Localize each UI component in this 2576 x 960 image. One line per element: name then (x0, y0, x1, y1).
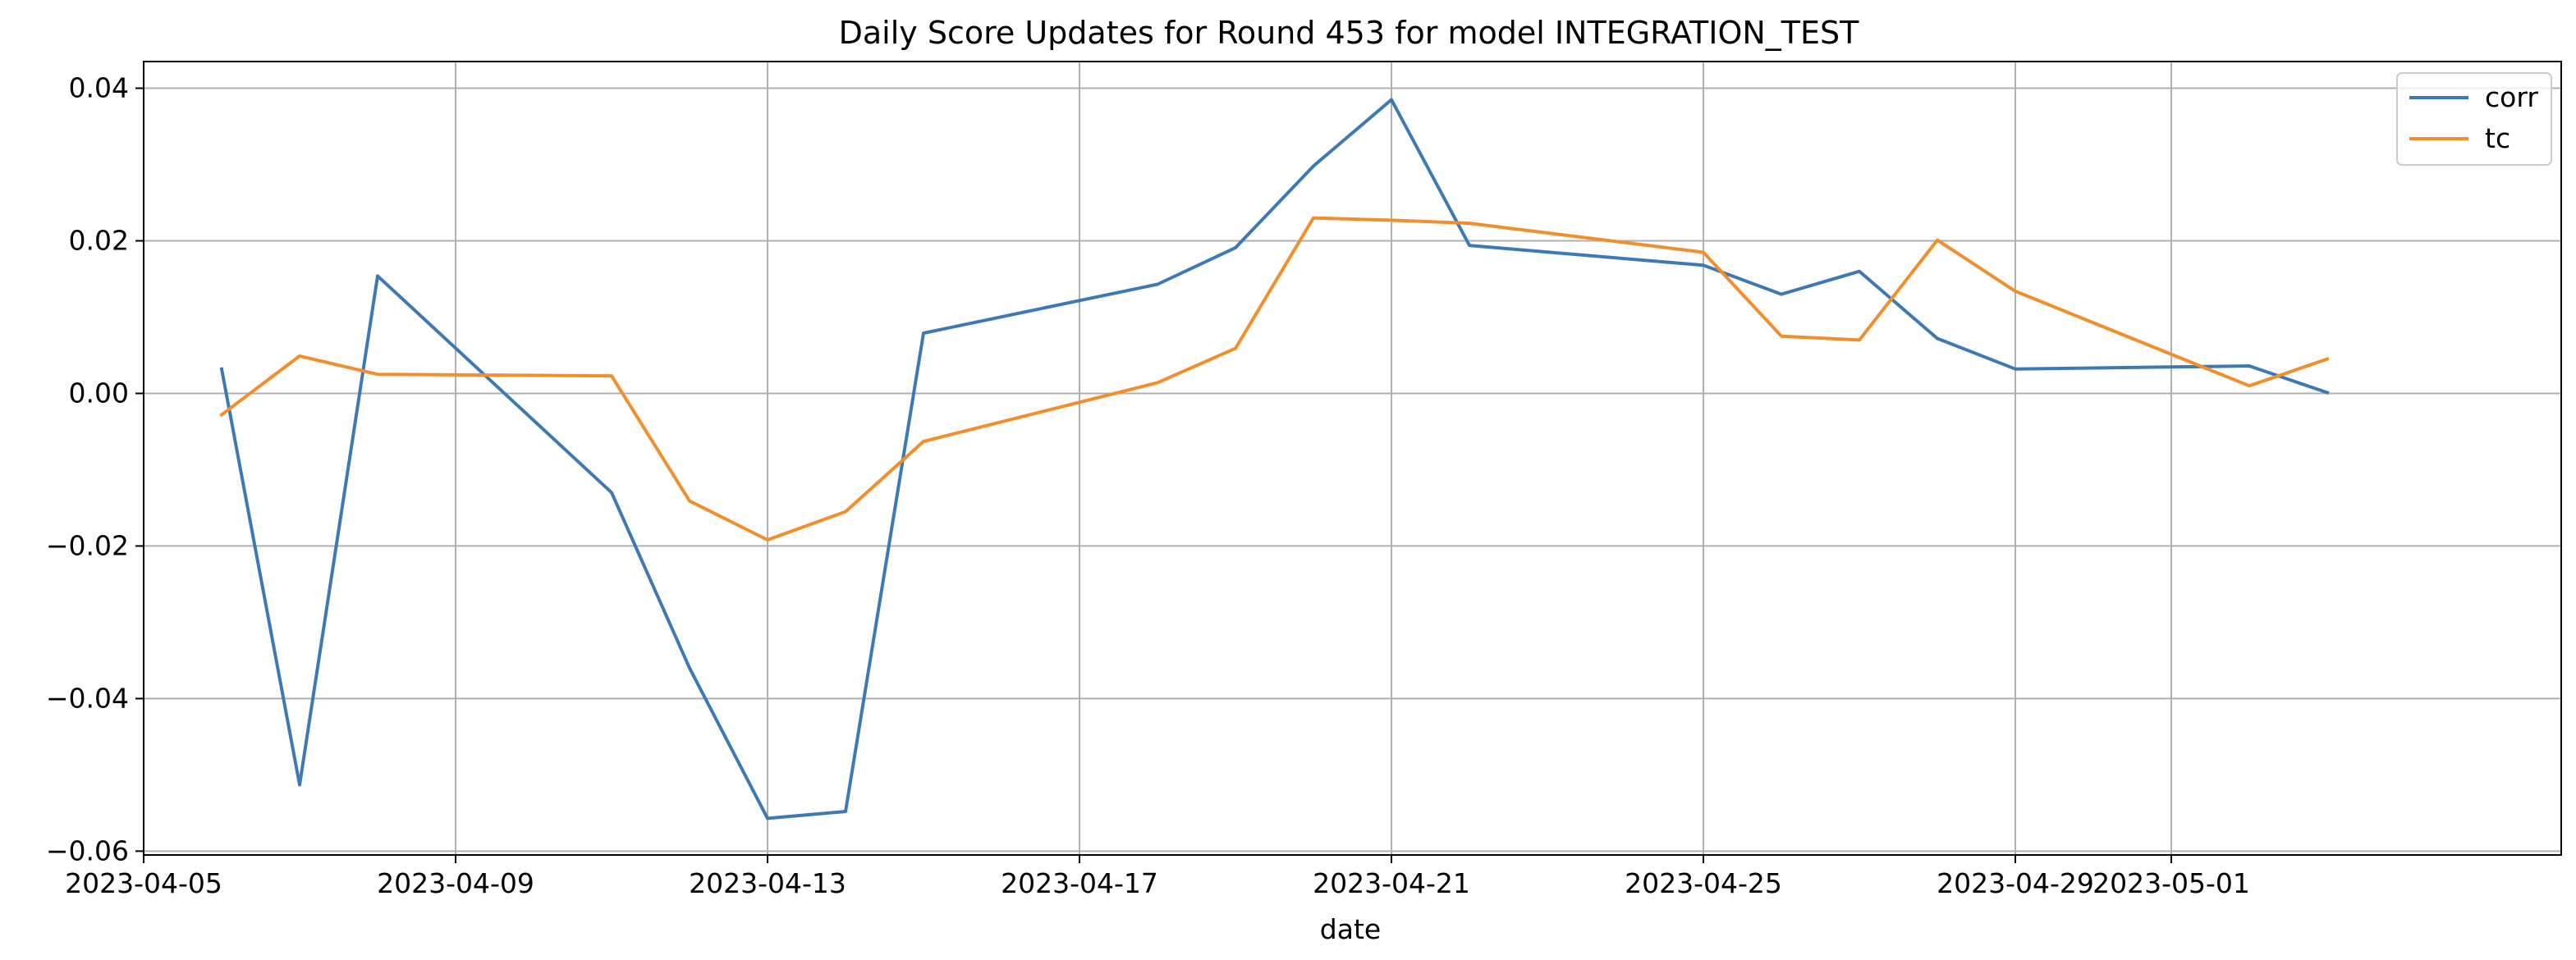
x-tick-label: 2023-05-01 (2092, 867, 2250, 899)
series-line-tc (219, 216, 2330, 542)
y-tick-label: 0.04 (69, 72, 129, 104)
x-axis-ticks: 2023-04-05 2023-04-09 2023-04-13 2023-04-17… (65, 855, 2250, 899)
y-tick-label: −0.02 (46, 529, 129, 561)
plot-frame (143, 61, 2562, 856)
x-tick-label: 2023-04-05 (65, 867, 222, 899)
x-tick-label: 2023-04-21 (1313, 867, 1470, 899)
y-tick-label: 0.00 (69, 377, 129, 409)
x-axis-label: date (1320, 913, 1381, 945)
x-tick-label: 2023-04-09 (377, 867, 534, 899)
legend-label-tc: tc (2485, 122, 2510, 154)
series-line-corr (219, 98, 2330, 821)
y-tick-label: −0.04 (46, 682, 129, 714)
x-tick-label: 2023-04-17 (1001, 867, 1158, 899)
x-tick-label: 2023-04-13 (689, 867, 846, 899)
y-tick-label: −0.06 (46, 834, 129, 866)
chart-title: Daily Score Updates for Round 453 for mo… (839, 15, 1860, 51)
x-tick-label: 2023-04-29 (1937, 867, 2094, 899)
y-tick-label: 0.02 (69, 225, 129, 257)
legend-label-corr: corr (2485, 81, 2538, 113)
legend: corr tc (2396, 72, 2552, 166)
grid-lines (143, 62, 2561, 855)
series-lines (219, 98, 2330, 821)
x-tick-label: 2023-04-25 (1625, 867, 1782, 899)
y-axis-ticks: −0.06 −0.04 −0.02 0.00 0.02 0.04 (46, 72, 144, 866)
